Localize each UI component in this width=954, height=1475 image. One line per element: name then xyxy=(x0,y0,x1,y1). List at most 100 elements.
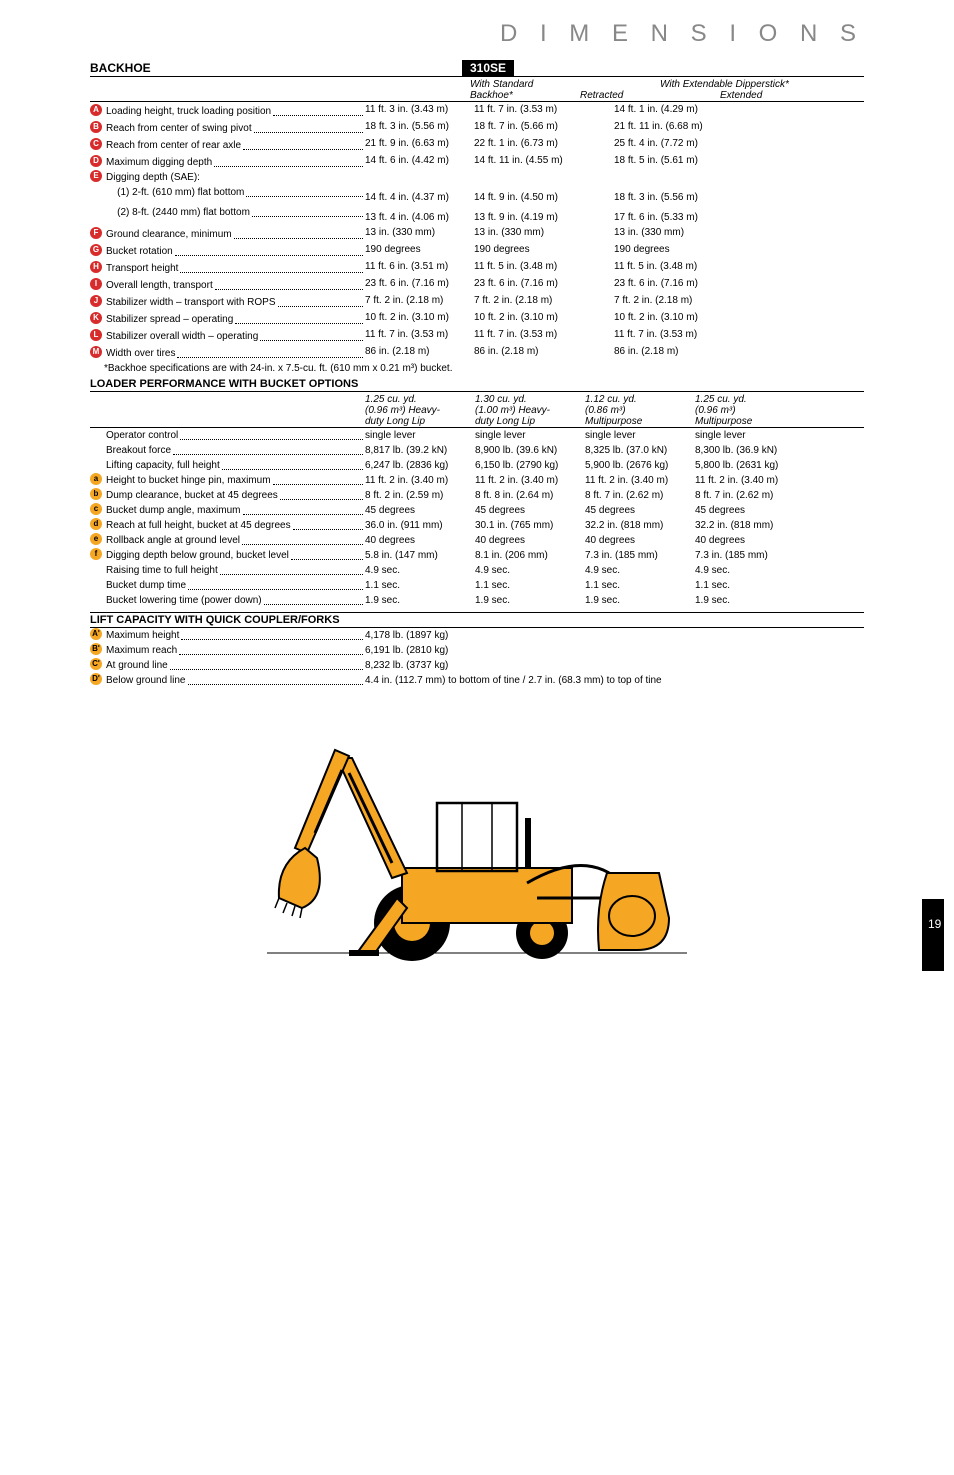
backhoe-subheader: With Standard Backhoe* With Extendable D… xyxy=(90,77,864,102)
row-v2: 45 degrees xyxy=(585,503,695,518)
backhoe-title: BACKHOE xyxy=(90,61,462,76)
dipper-header: With Extendable Dipperstick* xyxy=(660,79,789,90)
row-v2: 7.3 in. (185 mm) xyxy=(585,548,695,563)
table-row: FGround clearance, minimum 13 in. (330 m… xyxy=(90,225,864,242)
row-std: 11 ft. 7 in. (3.53 m) xyxy=(365,327,470,342)
row-v1: 6,150 lb. (2790 kg) xyxy=(475,458,585,473)
page-number: 19 xyxy=(922,899,944,971)
bullet-icon: A xyxy=(90,104,102,116)
table-row: A'Maximum height 4,178 lb. (1897 kg) xyxy=(90,628,864,643)
bullet-icon: e xyxy=(90,533,102,545)
bullet-icon: B xyxy=(90,121,102,133)
row-label: Rollback angle at ground level xyxy=(106,533,240,548)
bullet-icon: C' xyxy=(90,658,102,670)
row-label: Loading height, truck loading position xyxy=(106,104,271,119)
backhoe-table: ALoading height, truck loading position … xyxy=(90,102,864,361)
table-row: d Reach at full height, bucket at 45 degr… xyxy=(90,518,864,533)
row-label: Digging depth (SAE): xyxy=(106,170,200,185)
row-v0: 5.8 in. (147 mm) xyxy=(365,548,475,563)
row-ext: 11 ft. 7 in. (3.53 m) xyxy=(610,327,864,342)
row-ret: 11 ft. 7 in. (3.53 m) xyxy=(470,327,610,342)
row-v0: 8,817 lb. (39.2 kN) xyxy=(365,443,475,458)
row-ext: 190 degrees xyxy=(610,242,864,257)
row-v1: 8.1 in. (206 mm) xyxy=(475,548,585,563)
row-v1: 30.1 in. (765 mm) xyxy=(475,518,585,533)
row-label: Maximum reach xyxy=(106,643,177,658)
bullet-icon: I xyxy=(90,278,102,290)
table-row: C' At ground line 8,232 lb. (3737 kg) xyxy=(90,658,864,673)
table-row: DMaximum digging depth 14 ft. 6 in. (4.4… xyxy=(90,153,864,170)
table-row: bDump clearance, bucket at 45 degrees 8 … xyxy=(90,488,864,503)
row-ext: 86 in. (2.18 m) xyxy=(610,344,864,359)
row-value: 4,178 lb. (1897 kg) xyxy=(365,628,864,643)
row-label: Stabilizer width – transport with ROPS xyxy=(106,295,276,310)
row-ret: 13 ft. 9 in. (4.19 m) xyxy=(470,210,610,225)
row-ret: 23 ft. 6 in. (7.16 m) xyxy=(470,276,610,291)
row-std: 11 ft. 6 in. (3.51 m) xyxy=(365,259,470,274)
bullet-icon: D' xyxy=(90,673,102,685)
loader-col-header: 1.25 cu. yd.(0.96 m³) Heavy-duty Long Li… xyxy=(90,392,864,428)
row-v0: 6,247 lb. (2836 kg) xyxy=(365,458,475,473)
bullet-icon: F xyxy=(90,227,102,239)
bullet-icon: C xyxy=(90,138,102,150)
row-std: 13 in. (330 mm) xyxy=(365,225,470,240)
bullet-icon: H xyxy=(90,261,102,273)
bullet-icon: B' xyxy=(90,643,102,655)
row-v0: 36.0 in. (911 mm) xyxy=(365,518,475,533)
row-std: 13 ft. 4 in. (4.06 m) xyxy=(365,210,470,225)
row-label: Dump clearance, bucket at 45 degrees xyxy=(106,488,278,503)
row-std: 21 ft. 9 in. (6.63 m) xyxy=(365,136,470,151)
backhoe-note: *Backhoe specifications are with 24-in. … xyxy=(104,363,864,374)
table-row: ALoading height, truck loading position … xyxy=(90,102,864,119)
row-std: 190 degrees xyxy=(365,242,470,257)
row-ret: 190 degrees xyxy=(470,242,610,257)
row-v3: 4.9 sec. xyxy=(695,563,805,578)
row-v3: 32.2 in. (818 mm) xyxy=(695,518,805,533)
lift-table: A'Maximum height 4,178 lb. (1897 kg) B' M… xyxy=(90,628,864,688)
table-row: MWidth over tires 86 in. (2.18 m) 86 in.… xyxy=(90,344,864,361)
row-v1: 4.9 sec. xyxy=(475,563,585,578)
row-v2: 11 ft. 2 in. (3.40 m) xyxy=(585,473,695,488)
table-row: aHeight to bucket hinge pin, maximum 11 … xyxy=(90,473,864,488)
row-v3: 40 degrees xyxy=(695,533,805,548)
table-row: IOverall length, transport 23 ft. 6 in. … xyxy=(90,276,864,293)
std-header-2: Backhoe* xyxy=(470,90,580,101)
table-row: (1) 2-ft. (610 mm) flat bottom 14 ft. 4 … xyxy=(90,185,864,205)
model-pill: 310SE xyxy=(462,60,514,76)
row-ext: 11 ft. 5 in. (3.48 m) xyxy=(610,259,864,274)
row-std: 11 ft. 3 in. (3.43 m) xyxy=(365,102,470,117)
row-ext: 23 ft. 6 in. (7.16 m) xyxy=(610,276,864,291)
row-v3: 45 degrees xyxy=(695,503,805,518)
row-v3: 1.1 sec. xyxy=(695,578,805,593)
row-label: Reach at full height, bucket at 45 degre… xyxy=(106,518,291,533)
row-v0: 1.1 sec. xyxy=(365,578,475,593)
row-v1: 1.9 sec. xyxy=(475,593,585,608)
bullet-icon: J xyxy=(90,295,102,307)
row-ext: 14 ft. 1 in. (4.29 m) xyxy=(610,102,864,117)
row-ret: 22 ft. 1 in. (6.73 m) xyxy=(470,136,610,151)
row-label: Bucket dump time xyxy=(106,578,186,593)
row-label: Bucket dump angle, maximum xyxy=(106,503,241,518)
row-v0: single lever xyxy=(365,428,475,443)
row-label: (1) 2-ft. (610 mm) flat bottom xyxy=(106,185,244,200)
row-ext: 13 in. (330 mm) xyxy=(610,225,864,240)
row-label: At ground line xyxy=(106,658,168,673)
row-label: Width over tires xyxy=(106,346,175,361)
bullet-icon: L xyxy=(90,329,102,341)
table-row: fDigging depth below ground, bucket leve… xyxy=(90,548,864,563)
row-v2: single lever xyxy=(585,428,695,443)
row-label: Height to bucket hinge pin, maximum xyxy=(106,473,271,488)
row-label: Lifting capacity, full height xyxy=(106,458,220,473)
table-row: (2) 8-ft. (2440 mm) flat bottom 13 ft. 4… xyxy=(90,205,864,225)
row-ext: 18 ft. 5 in. (5.61 m) xyxy=(610,153,864,168)
table-row: Breakout force 8,817 lb. (39.2 kN) 8,900… xyxy=(90,443,864,458)
bullet-icon: d xyxy=(90,518,102,530)
backhoe-illustration xyxy=(90,698,864,1011)
row-label: Bucket lowering time (power down) xyxy=(106,593,262,608)
row-value: 8,232 lb. (3737 kg) xyxy=(365,658,864,673)
row-v0: 4.9 sec. xyxy=(365,563,475,578)
row-label: Digging depth below ground, bucket level xyxy=(106,548,289,563)
table-row: Raising time to full height 4.9 sec. 4.9… xyxy=(90,563,864,578)
row-v2: 40 degrees xyxy=(585,533,695,548)
row-v0: 11 ft. 2 in. (3.40 m) xyxy=(365,473,475,488)
